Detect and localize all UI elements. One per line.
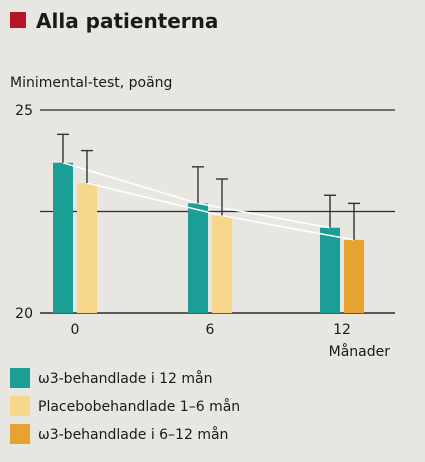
legend-swatch-2	[10, 424, 30, 444]
bar-1-0	[77, 183, 97, 313]
title-marker	[10, 12, 26, 28]
x-tick-labels: 0 6 12	[71, 322, 351, 338]
bars	[53, 162, 364, 313]
y-tick-label-1: 25	[15, 103, 33, 119]
legend-label-2: ω3-behandlade i 6–12 mån	[38, 426, 228, 443]
x-tick-label-0: 0	[71, 322, 80, 338]
bar-2-2	[344, 239, 364, 313]
bar-0-1	[188, 203, 208, 313]
legend-swatch-0	[10, 368, 30, 388]
bar-0-2	[320, 227, 340, 313]
series-lines	[62, 162, 355, 241]
x-tick-label-2: 12	[333, 322, 351, 338]
legend-swatch-1	[10, 396, 30, 416]
x-axis-label: Månader	[329, 343, 391, 360]
error-bars	[57, 133, 360, 240]
legend-label-1: Placebobehandlade 1–6 mån	[38, 398, 240, 415]
legend: ω3-behandlade i 12 mån Placebobehandlade …	[10, 368, 240, 444]
y-axis-label: Minimental-test, poäng	[10, 75, 172, 91]
x-tick-label-1: 6	[206, 322, 215, 338]
bar-0-0	[53, 162, 73, 313]
legend-label-0: ω3-behandlade i 12 mån	[38, 370, 213, 387]
chart-title: Alla patienterna	[36, 9, 218, 33]
y-tick-label-0: 20	[15, 306, 33, 322]
bar-1-1	[212, 215, 232, 313]
